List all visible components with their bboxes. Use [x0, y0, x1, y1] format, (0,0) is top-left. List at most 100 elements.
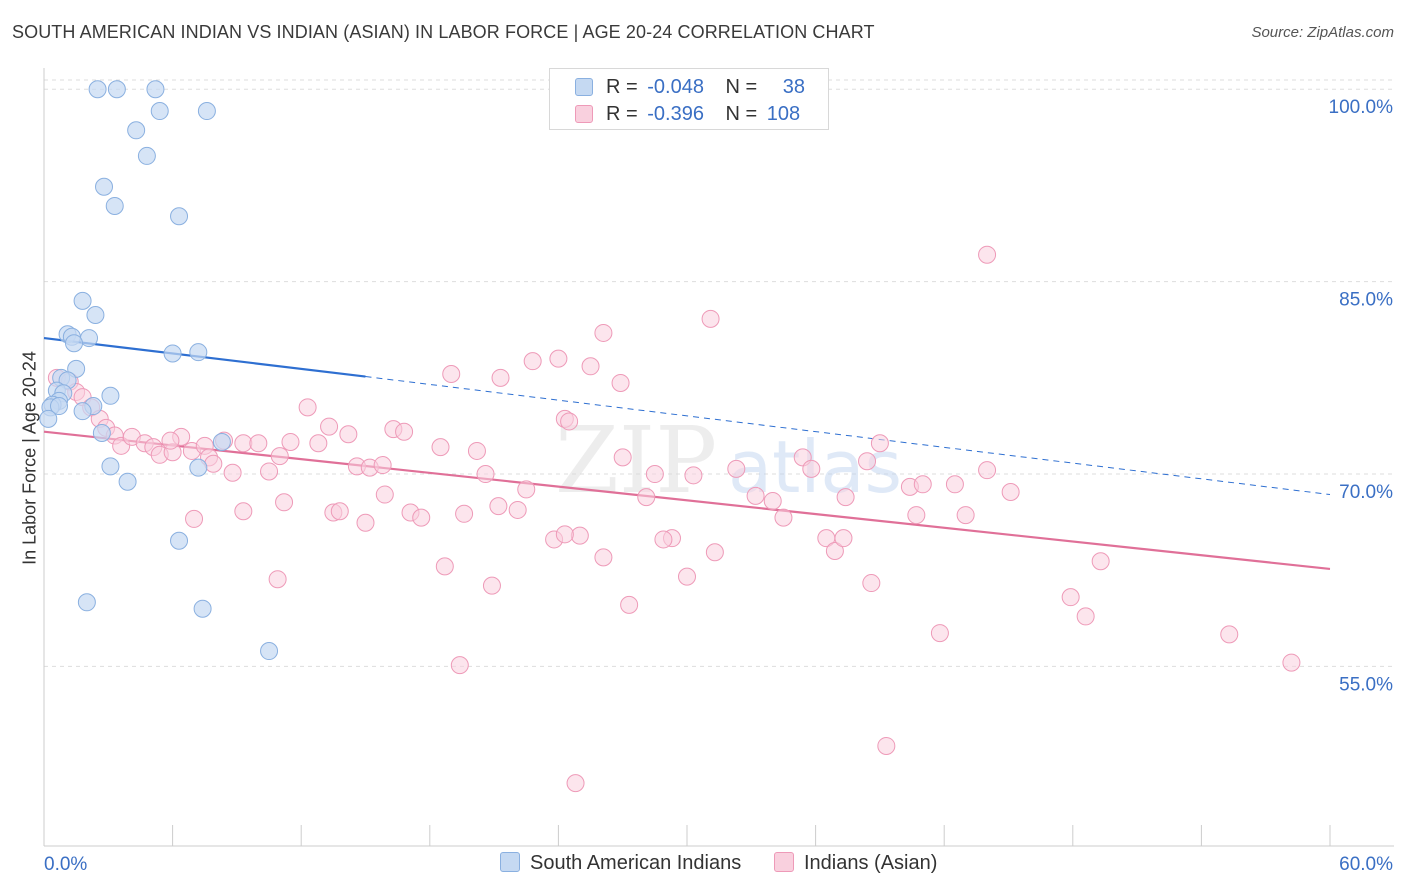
south-american-indian-point-17 — [189, 343, 208, 362]
indians-asian-point-95 — [620, 595, 639, 614]
indians-asian-point-48 — [705, 543, 724, 562]
indians-asian-point-76 — [581, 357, 600, 376]
south-american-indian-point-34 — [189, 458, 208, 477]
axes — [43, 68, 1394, 847]
indians-asian-point-73 — [491, 368, 510, 387]
bottom-legend-swatch-pink — [774, 852, 794, 872]
y-tick-label-100: 100.0% — [1329, 97, 1394, 118]
legend-r-label-1: R = — [606, 76, 638, 98]
indians-asian-point-40 — [570, 526, 589, 545]
indians-asian-point-22 — [260, 462, 279, 481]
indians-asian-point-37 — [517, 480, 536, 499]
indians-asian-point-54 — [836, 488, 855, 507]
trend-line-indians-asian — [43, 430, 1331, 571]
x-tick-label-max: 60.0% — [1339, 854, 1393, 875]
south-american-indian-point-1 — [107, 80, 126, 99]
south-american-indian-point-7 — [95, 177, 114, 196]
indians-asian-point-51 — [763, 491, 782, 510]
legend-n-value-1: 38 — [782, 76, 806, 98]
indians-asian-point-107 — [161, 431, 180, 450]
indians-asian-point-21 — [249, 434, 268, 453]
indians-asian-point-23 — [281, 432, 300, 451]
indians-asian-point-70 — [701, 309, 720, 328]
legend-swatch-pink — [575, 105, 593, 123]
indians-asian-point-78 — [270, 447, 289, 466]
y-tick-label-55: 55.0% — [1339, 674, 1393, 695]
legend-swatch-blue — [575, 78, 593, 96]
bottom-legend-label-2: Indians (Asian) — [804, 852, 938, 874]
indians-asian-point-69 — [978, 245, 997, 264]
south-american-indian-point-8 — [105, 196, 124, 215]
indians-asian-point-105 — [566, 774, 585, 793]
bottom-legend-label-1: South American Indians — [530, 852, 742, 874]
indians-asian-point-99 — [825, 541, 844, 560]
south-american-indian-point-31 — [92, 423, 111, 442]
indians-asian-point-96 — [654, 530, 673, 549]
indians-asian-point-89 — [435, 557, 454, 576]
indians-asian-point-64 — [1061, 588, 1080, 607]
correlation-legend: R = -0.048 N = 38 R = -0.396 N = 108 — [549, 68, 829, 130]
south-american-indian-point-39 — [260, 642, 279, 661]
indians-asian-point-42 — [613, 448, 632, 467]
indians-asian-point-46 — [678, 567, 696, 586]
indians-asian-point-71 — [594, 323, 613, 342]
south-american-indian-point-14 — [80, 329, 99, 348]
legend-r-value-1: -0.048 — [647, 76, 704, 98]
south-american-indian-point-33 — [101, 457, 120, 476]
indians-asian-point-32 — [395, 422, 414, 441]
indians-asian-point-58 — [907, 506, 926, 525]
legend-r-label-2: R = — [606, 103, 638, 125]
tick-labels: 55.0% 70.0% 85.0% 100.0% 0.0% 60.0% — [44, 97, 1393, 875]
south-american-indian-point-5 — [127, 121, 146, 140]
indians-asian-point-19 — [223, 463, 242, 482]
indians-asian-point-49 — [727, 459, 746, 478]
south-american-indian-point-6 — [137, 146, 156, 165]
y-tick-label-70: 70.0% — [1339, 482, 1393, 503]
indians-asian-point-20 — [234, 434, 253, 453]
indians-asian-point-84 — [330, 502, 349, 521]
indians-asian-point-33 — [431, 438, 450, 457]
indians-asian-point-88 — [412, 508, 431, 527]
indians-asian-point-66 — [1091, 552, 1110, 571]
south-american-indian-point-37 — [77, 593, 96, 612]
indians-asian-point-39 — [560, 412, 579, 431]
south-american-indian-point-4 — [197, 102, 216, 121]
indians-asian-point-86 — [375, 485, 394, 504]
indians-asian-point-55 — [858, 452, 877, 471]
watermark-zip: ZIP — [555, 407, 717, 514]
series-south-american-indians-points — [39, 80, 279, 661]
indians-asian-point-36 — [489, 497, 508, 516]
south-american-indian-point-36 — [170, 531, 189, 550]
legend-n-label-1: N = — [725, 76, 758, 98]
indians-asian-point-53 — [802, 459, 821, 478]
x-tick-label-min: 0.0% — [44, 854, 87, 875]
y-tick-label-85: 85.0% — [1339, 290, 1393, 311]
indians-asian-point-103 — [930, 624, 949, 643]
bottom-legend-south-american-indians: South American Indians — [500, 852, 741, 875]
indians-asian-point-90 — [455, 504, 474, 523]
indians-asian-point-100 — [834, 529, 853, 548]
indians-asian-point-60 — [945, 475, 964, 494]
indians-asian-point-25 — [309, 434, 328, 453]
chart-title: SOUTH AMERICAN INDIAN VS INDIAN (ASIAN) … — [12, 22, 875, 42]
indians-asian-point-106 — [268, 570, 287, 589]
south-american-indian-point-9 — [170, 207, 189, 226]
indians-asian-point-50 — [746, 486, 765, 505]
indians-asian-point-74 — [523, 352, 542, 371]
y-axis-label: In Labor Force | Age 20-24 — [19, 351, 40, 565]
legend-n-value-2: 108 — [766, 103, 801, 125]
indians-asian-point-80 — [185, 509, 204, 528]
indians-asian-point-27 — [339, 425, 358, 444]
south-american-indian-point-3 — [150, 102, 169, 121]
indians-asian-point-56 — [870, 434, 889, 453]
indians-asian-point-67 — [1220, 625, 1239, 644]
indians-asian-point-34 — [467, 441, 486, 460]
indians-asian-point-44 — [645, 465, 664, 484]
south-american-indian-point-11 — [86, 305, 105, 324]
south-american-indian-point-27 — [50, 397, 69, 416]
indians-asian-point-59 — [913, 475, 932, 494]
indians-asian-point-30 — [373, 456, 392, 475]
indians-asian-point-41 — [594, 548, 613, 567]
south-american-indian-point-2 — [146, 80, 165, 99]
indians-asian-point-79 — [204, 454, 223, 473]
